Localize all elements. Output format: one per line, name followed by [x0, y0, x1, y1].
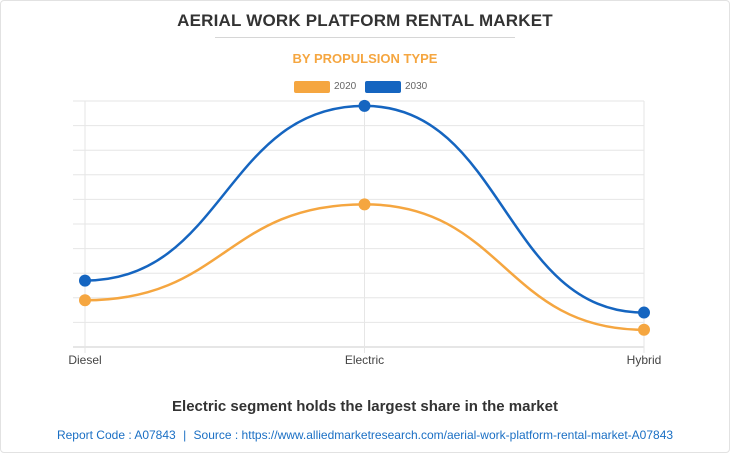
source-footer: Report Code : A07843 | Source : https://… — [0, 428, 730, 442]
x-axis-tick-labels: Diesel Electric Hybrid — [68, 353, 661, 367]
data-point-2030-hybrid[interactable] — [638, 306, 650, 319]
chart-grid — [73, 100, 644, 348]
legend-swatch-2030 — [365, 81, 401, 93]
legend-swatch-2020 — [294, 81, 330, 93]
chart-data-points — [79, 99, 650, 336]
chart-vertical-grid — [84, 101, 645, 353]
source-link[interactable]: Source : https://www.alliedmarketresearc… — [193, 428, 674, 442]
title-divider — [215, 37, 515, 38]
legend: 2020 2030 — [0, 80, 730, 94]
data-point-2020-hybrid[interactable] — [638, 323, 650, 336]
data-point-2020-electric[interactable] — [358, 198, 371, 211]
report-code: Report Code : A07843 — [56, 428, 176, 442]
legend-label-2020: 2020 — [334, 81, 357, 92]
data-point-2030-diesel[interactable] — [79, 274, 91, 287]
x-tick-label: Hybrid — [627, 353, 662, 367]
x-tick-label: Electric — [345, 353, 384, 367]
data-point-2020-diesel[interactable] — [79, 294, 91, 307]
x-tick-label: Diesel — [68, 353, 101, 367]
data-point-2030-electric[interactable] — [358, 99, 371, 112]
footer-separator: | — [183, 428, 187, 442]
chart-subtitle: BY PROPULSION TYPE — [292, 51, 438, 66]
chart-title: AERIAL WORK PLATFORM RENTAL MARKET — [177, 11, 553, 30]
chart-caption: Electric segment holds the largest share… — [172, 398, 558, 415]
legend-label-2030: 2030 — [405, 81, 428, 92]
